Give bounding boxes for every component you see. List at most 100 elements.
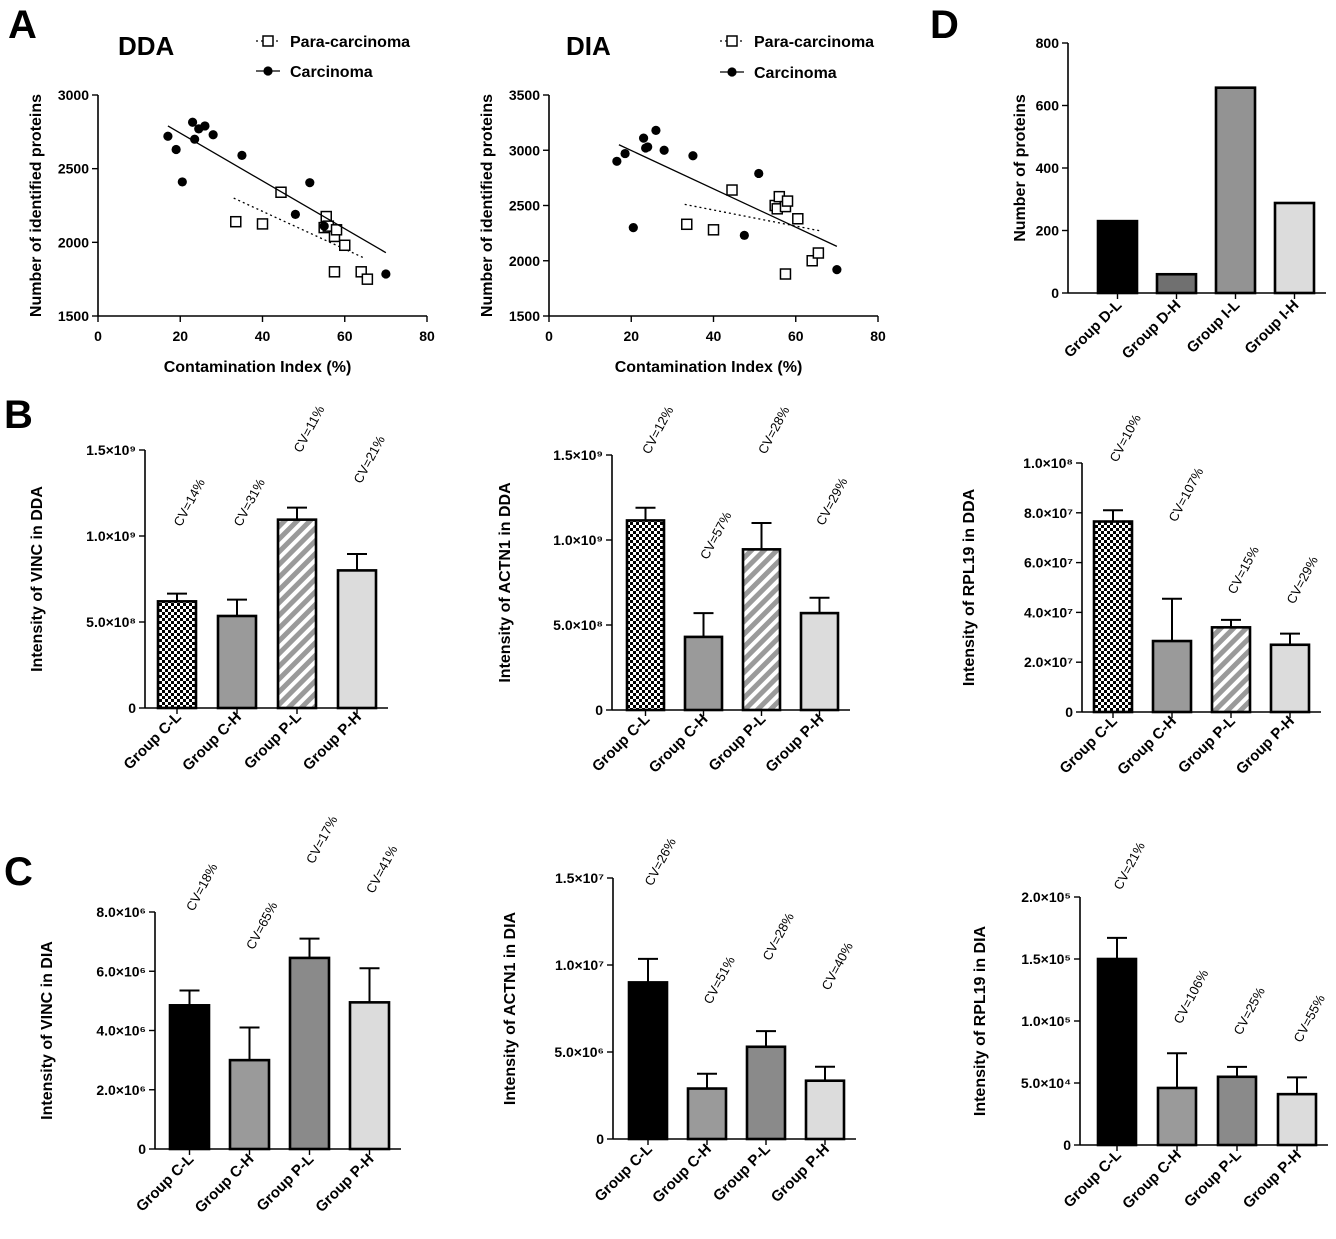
y-axis-label: Intensity of VINC in DDA bbox=[29, 486, 46, 672]
bar bbox=[741, 548, 782, 712]
y-tick-label: 2500 bbox=[509, 198, 540, 214]
y-tick-label: 8.0×10⁷ bbox=[1024, 505, 1073, 521]
bar bbox=[1096, 219, 1139, 295]
bar bbox=[1269, 643, 1311, 714]
bar bbox=[1156, 1086, 1198, 1147]
data-point-carcinoma bbox=[659, 145, 669, 155]
x-category-label: Group C-H bbox=[646, 711, 712, 777]
cv-annotation: CV=106% bbox=[1170, 967, 1211, 1026]
data-point-para-carcinoma bbox=[806, 255, 818, 267]
x-category-label: Group P-H bbox=[768, 1141, 833, 1206]
y-tick-label: 2500 bbox=[58, 161, 89, 177]
y-axis-label: Number of proteins bbox=[1012, 94, 1029, 242]
cv-annotation: CV=17% bbox=[303, 813, 341, 866]
bar bbox=[1096, 957, 1138, 1147]
y-tick-label: 4.0×10⁷ bbox=[1024, 604, 1073, 620]
data-point-para-carcinoma bbox=[361, 273, 374, 285]
data-point-carcinoma bbox=[237, 150, 247, 161]
y-tick-label: 5.0×10⁸ bbox=[86, 614, 136, 630]
cv-annotation: CV=10% bbox=[1106, 411, 1144, 464]
data-point-para-carcinoma bbox=[792, 213, 804, 225]
cv-annotation: CV=107% bbox=[1165, 465, 1206, 524]
cv-annotation: CV=29% bbox=[1283, 553, 1321, 606]
data-point-para-carcinoma bbox=[812, 247, 825, 259]
data-point-carcinoma bbox=[177, 177, 187, 187]
x-category-label: Group C-L bbox=[120, 709, 184, 773]
data-point-carcinoma bbox=[620, 148, 630, 159]
bar bbox=[686, 1087, 728, 1141]
legend-entry: Carcinoma bbox=[290, 64, 373, 81]
chart-a-dia: DIA 1500 2000 2500 3000 3500 0 20 40 60 80 Contamin… bbox=[479, 31, 886, 376]
x-tick-label: 80 bbox=[870, 328, 886, 344]
cv-annotation: CV=11% bbox=[290, 403, 327, 455]
cv-annotation: CV=40% bbox=[818, 939, 856, 992]
y-axis-label: Intensity of ACTN1 in DIA bbox=[502, 911, 519, 1105]
cv-annotation: CV=51% bbox=[700, 953, 738, 1006]
y-tick-label: 2000 bbox=[58, 234, 89, 250]
x-tick-label: 0 bbox=[94, 328, 102, 344]
data-point-carcinoma bbox=[651, 125, 661, 135]
y-tick-label: 5.0×10⁴ bbox=[1021, 1075, 1071, 1091]
cv-annotation: CV=21% bbox=[1110, 839, 1148, 892]
x-category-label: Group P-L bbox=[253, 1151, 317, 1215]
data-point-para-carcinoma bbox=[707, 224, 720, 236]
x-category-label: Group D-H bbox=[1119, 297, 1185, 363]
data-point-carcinoma bbox=[187, 117, 198, 127]
data-point-carcinoma bbox=[754, 168, 764, 179]
x-category-label: Group P-L bbox=[1175, 713, 1239, 777]
legend-marker-carcinoma bbox=[263, 66, 273, 76]
x-category-label: Group P-L bbox=[241, 709, 305, 773]
bar bbox=[336, 569, 378, 710]
y-tick-label: 400 bbox=[1036, 160, 1060, 176]
chart-title: DIA bbox=[566, 31, 611, 61]
x-category-label: Group P-H bbox=[1240, 1147, 1305, 1212]
x-tick-label: 80 bbox=[419, 328, 435, 344]
data-point-carcinoma bbox=[163, 131, 173, 141]
y-axis-label: Intensity of ACTN1 in DDA bbox=[497, 482, 514, 683]
x-tick-label: 40 bbox=[706, 328, 722, 344]
y-tick-label: 2.0×10⁷ bbox=[1024, 654, 1073, 670]
y-tick-label: 1.0×10⁹ bbox=[86, 528, 136, 544]
data-point-carcinoma bbox=[305, 178, 315, 188]
data-point-carcinoma bbox=[381, 269, 391, 279]
y-axis-label: Intensity of RPL19 in DDA bbox=[961, 488, 978, 686]
y-tick-label: 6.0×10⁶ bbox=[96, 963, 146, 979]
cv-annotation: CV=31% bbox=[230, 476, 268, 529]
cv-annotation: CV=28% bbox=[755, 403, 793, 456]
bar bbox=[683, 635, 724, 712]
x-category-label: Group P-L bbox=[705, 711, 769, 775]
data-point-carcinoma bbox=[638, 133, 649, 143]
fit-line-carcinoma bbox=[618, 144, 838, 247]
y-tick-label: 800 bbox=[1036, 35, 1060, 51]
x-category-label: Group C-H bbox=[1119, 1147, 1185, 1213]
x-axis-label: Contamination Index (%) bbox=[164, 359, 352, 376]
x-category-label: Group P-H bbox=[312, 1151, 377, 1216]
fit-line-para-carcinoma bbox=[684, 203, 821, 232]
bar bbox=[156, 600, 198, 710]
chart-c-vinc: 0 2.0×10⁶ 4.0×10⁶ 6.0×10⁶ 8.0×10⁶ Intensity o… bbox=[39, 813, 401, 1216]
bar bbox=[1216, 1075, 1258, 1147]
x-category-label: Group C-H bbox=[649, 1141, 715, 1207]
y-axis-label: Intensity of RPL19 in DIA bbox=[972, 925, 989, 1116]
chart-c-rpl19: 0 5.0×10⁴ 1.0×10⁵ 1.5×10⁵ 2.0×10⁵ Intensity o… bbox=[972, 839, 1328, 1212]
cv-annotation: CV=25% bbox=[1230, 984, 1268, 1037]
x-tick-label: 60 bbox=[337, 328, 353, 344]
cv-annotation: CV=21% bbox=[350, 433, 388, 486]
chart-b-rpl19: 0 2.0×10⁷ 4.0×10⁷ 6.0×10⁷ 8.0×10⁷ 1.0×10⁸ Inte… bbox=[961, 411, 1321, 778]
cv-annotation: CV=29% bbox=[813, 475, 851, 528]
bar bbox=[1273, 201, 1316, 295]
y-tick-label: 3000 bbox=[58, 87, 89, 103]
y-tick-label: 3000 bbox=[509, 142, 540, 158]
legend-marker-para-carcinoma bbox=[726, 35, 738, 47]
cv-annotation: CV=12% bbox=[639, 403, 677, 456]
bar bbox=[228, 1058, 271, 1151]
bar bbox=[1155, 272, 1198, 295]
bar bbox=[1092, 520, 1134, 714]
x-category-label: Group C-L bbox=[133, 1151, 197, 1215]
fit-line-carcinoma bbox=[167, 125, 387, 254]
cv-annotation: CV=55% bbox=[1290, 992, 1328, 1045]
bar bbox=[625, 519, 666, 712]
y-tick-label: 1.5×10⁹ bbox=[553, 447, 603, 463]
chart-b-actn1: 0 5.0×10⁸ 1.0×10⁹ 1.5×10⁹ Intensity of ACTN1… bbox=[497, 403, 851, 776]
data-point-para-carcinoma bbox=[328, 266, 341, 278]
